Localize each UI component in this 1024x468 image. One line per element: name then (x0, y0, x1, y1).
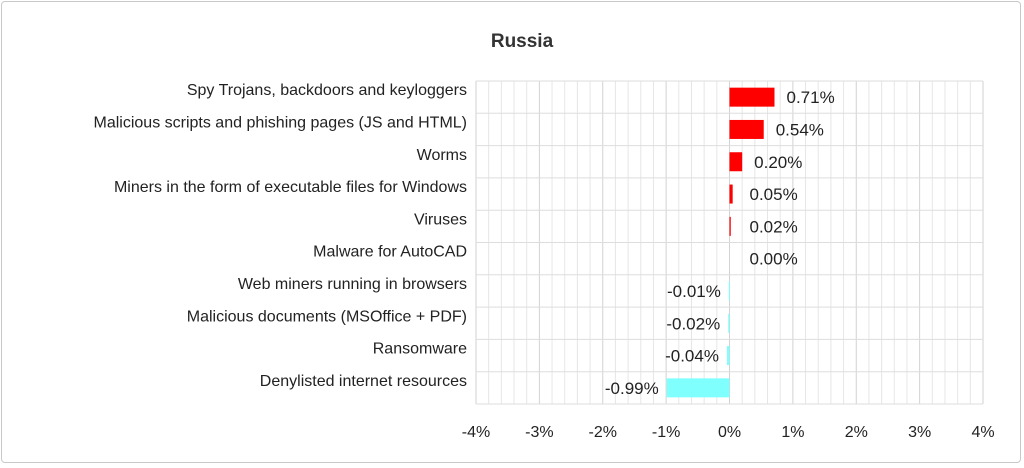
x-tick-label: -1% (652, 424, 680, 441)
grid-lines (475, 80, 984, 405)
data-label: 0.20% (754, 153, 802, 172)
data-label: 0.00% (750, 250, 798, 269)
category-label: Web miners running in browsers (238, 276, 467, 293)
category-label: Malware for AutoCAD (313, 244, 467, 261)
x-tick-label: 4% (971, 424, 994, 441)
bar (666, 378, 730, 398)
x-tick-label: 0% (718, 424, 741, 441)
data-label: -0.02% (666, 314, 720, 333)
category-label: Malicious scripts and phishing pages (JS… (94, 114, 468, 131)
bars-group (666, 87, 775, 398)
x-axis-ticks: -4% -3% -2% -1% 0% 1% 2% 3% 4% (462, 424, 995, 441)
x-tick-label: 3% (908, 424, 931, 441)
data-label: 0.05% (750, 185, 798, 204)
bar (728, 281, 730, 301)
data-label: -0.01% (667, 282, 721, 301)
bar (729, 87, 775, 107)
category-labels: Spy Trojans, backdoors and keyloggers Mal… (94, 82, 468, 390)
data-label: -0.04% (665, 347, 719, 366)
category-label: Denylisted internet resources (260, 373, 467, 390)
data-labels: 0.71% 0.54% 0.20% 0.05% 0.02% 0.00% -0.01% -0.0… (605, 88, 835, 398)
x-tick-label: -2% (589, 424, 617, 441)
data-label: 0.02% (750, 217, 798, 236)
data-label: -0.99% (605, 379, 659, 398)
data-label: 0.54% (776, 120, 824, 139)
data-label: 0.71% (786, 88, 834, 107)
category-label: Miners in the form of executable files f… (114, 179, 467, 196)
bar (729, 119, 764, 139)
category-label: Ransomware (373, 341, 467, 358)
x-tick-label: 1% (781, 424, 804, 441)
x-tick-label: -3% (525, 424, 553, 441)
bar (729, 184, 733, 204)
category-label: Worms (417, 147, 467, 164)
category-label: Malicious documents (MSOffice + PDF) (187, 308, 467, 325)
bar (726, 346, 730, 366)
category-label: Spy Trojans, backdoors and keyloggers (187, 82, 467, 99)
category-label: Viruses (414, 211, 467, 228)
bar (728, 313, 730, 333)
x-tick-label: -4% (462, 424, 490, 441)
x-tick-label: 2% (845, 424, 868, 441)
chart-title: Russia (491, 31, 554, 52)
bar (729, 152, 743, 172)
bar (729, 216, 731, 236)
